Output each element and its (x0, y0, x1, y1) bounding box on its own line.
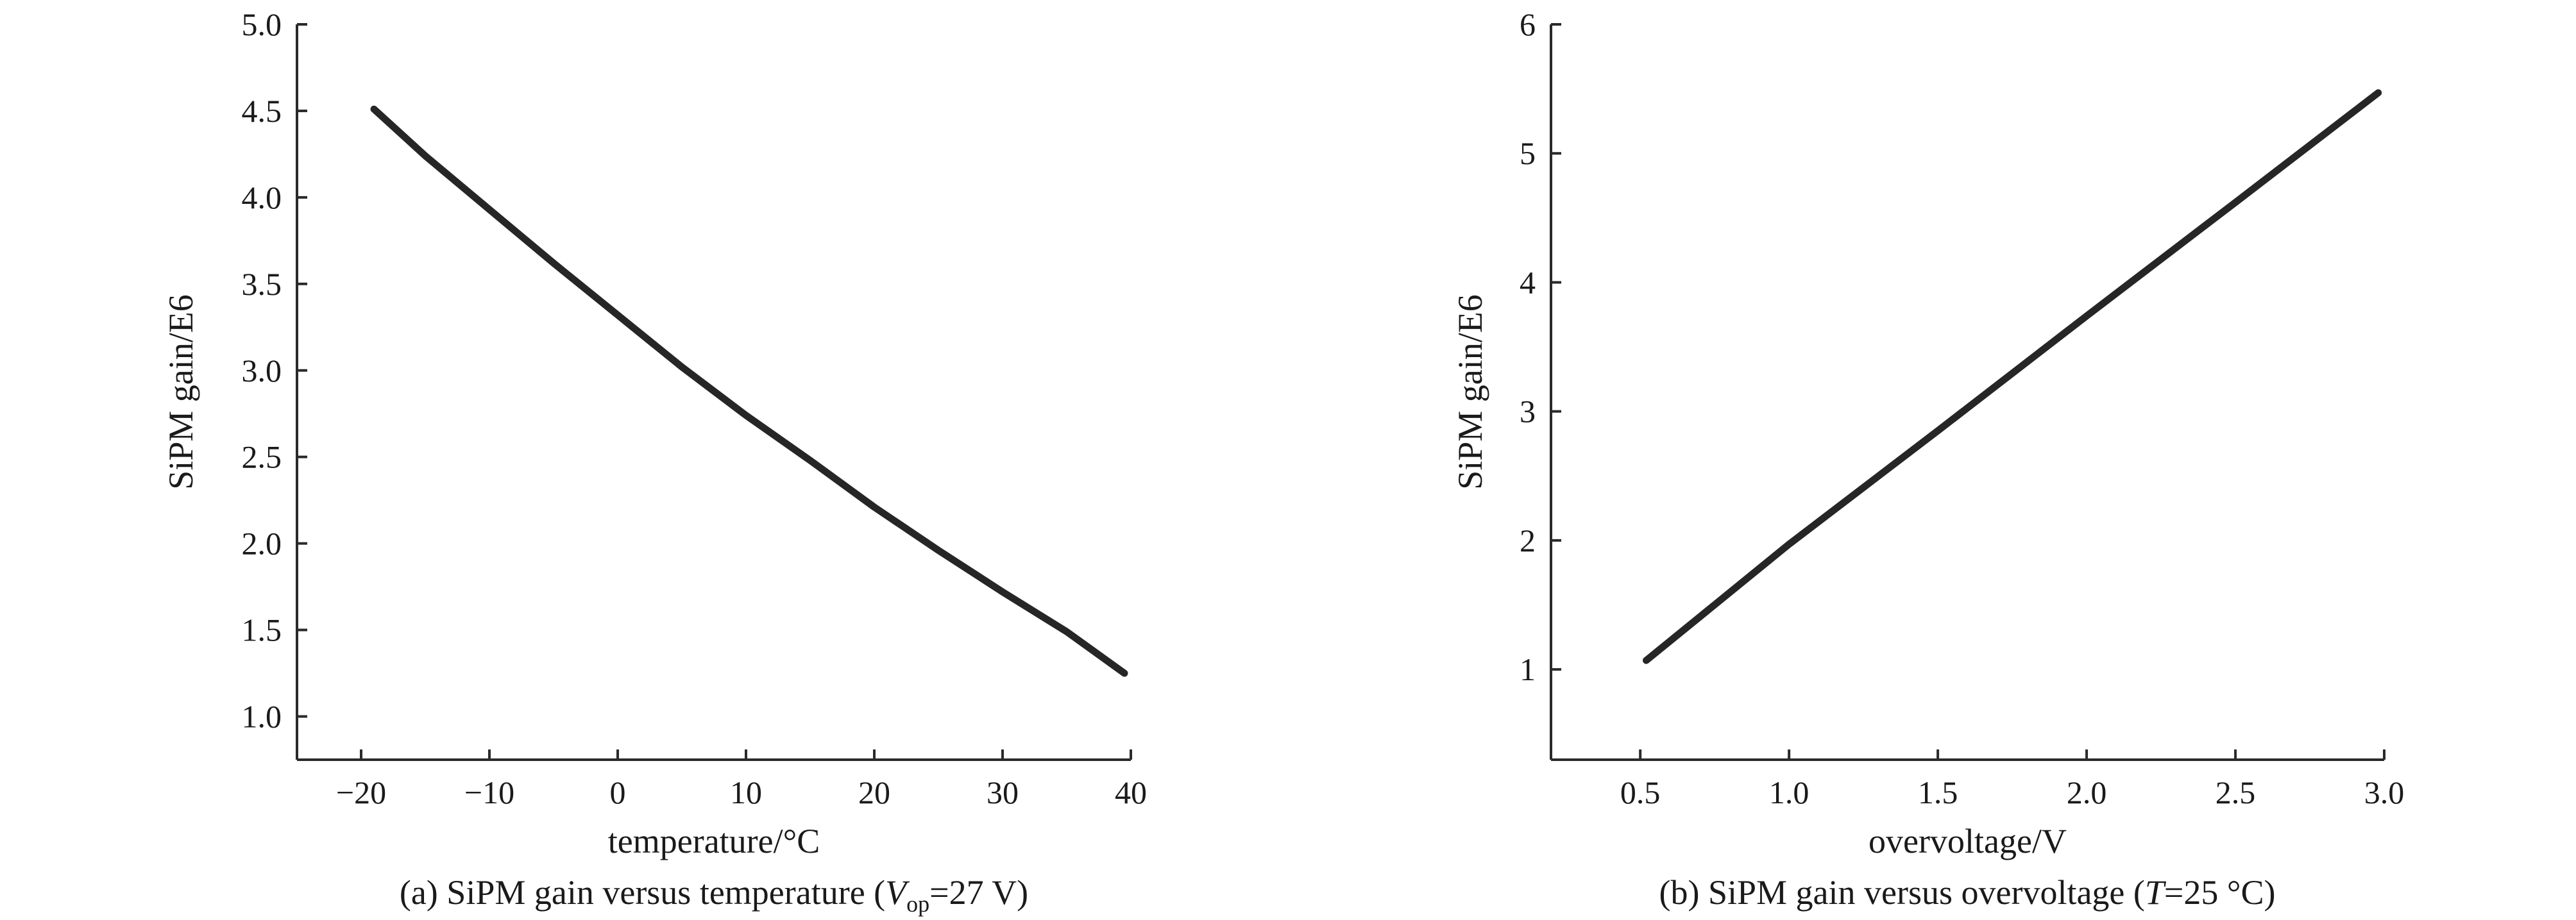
x-tick-label: −20 (336, 774, 386, 810)
x-tick-label: 10 (730, 774, 762, 810)
y-tick-label: 4 (1520, 264, 1536, 300)
y-tick-label: 1.0 (242, 699, 282, 735)
y-tick-label: 2 (1520, 523, 1536, 558)
x-tick-label: 20 (858, 774, 890, 810)
y-tick-label: 1 (1520, 651, 1536, 687)
x-tick-label: 0 (610, 774, 626, 810)
y-tick-label: 3.0 (242, 353, 282, 389)
y-axis-label: SiPM gain/E6 (1451, 294, 1489, 490)
y-tick-label: 5.0 (242, 6, 282, 42)
x-axis-label: overvoltage/V (1868, 822, 2067, 860)
y-tick-label: 6 (1520, 6, 1536, 42)
y-tick-label: 1.5 (242, 612, 282, 648)
y-tick-label: 5 (1520, 135, 1536, 171)
figure-caption: (a) SiPM gain versus temperature (Vop=27… (400, 873, 1028, 917)
x-tick-label: 0.5 (1620, 774, 1661, 810)
series-line (370, 105, 1128, 677)
x-axis-label: temperature/°C (608, 822, 820, 860)
x-tick-label: 40 (1115, 774, 1147, 810)
y-tick-label: 2.0 (242, 526, 282, 562)
x-tick-label: 2.5 (2216, 774, 2256, 810)
x-tick-label: 30 (987, 774, 1019, 810)
x-tick-label: 2.0 (2067, 774, 2107, 810)
y-axis-label: SiPM gain/E6 (162, 294, 200, 490)
y-tick-label: 3.5 (242, 266, 282, 302)
chart-temperature: 1.0 1.5 2.0 2.5 3.0 3.5 4.0 4.5 5.0 −20 −10 0 10 20 30… (162, 6, 1147, 917)
y-tick-label: 4.0 (242, 180, 282, 215)
x-tick-label: 3.0 (2364, 774, 2405, 810)
x-tick-label: −10 (464, 774, 514, 810)
y-tick-label: 2.5 (242, 439, 282, 475)
y-tick-label: 3 (1520, 394, 1536, 430)
figure-caption: (b) SiPM gain versus overvoltage (T=25 °… (1659, 873, 2276, 912)
x-tick-label: 1.0 (1769, 774, 1809, 810)
series-line (1643, 89, 2382, 664)
chart-overvoltage: 1 2 3 4 5 6 0.5 1.0 1.5 2.0 2.5 3.0 overvoltage/V SiP… (1451, 6, 2404, 912)
x-tick-label: 1.5 (1918, 774, 1958, 810)
y-tick-label: 4.5 (242, 93, 282, 129)
